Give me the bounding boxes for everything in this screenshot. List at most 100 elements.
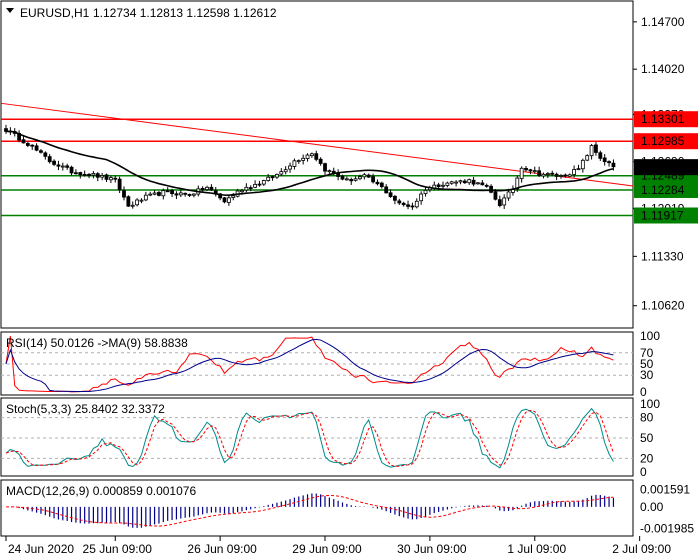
candle-body (358, 176, 362, 180)
candle-body (585, 155, 590, 161)
candle-body (497, 199, 502, 207)
candle-body (480, 182, 485, 186)
x-tick-label: 30 Jun 09:00 (397, 542, 467, 556)
x-tick-label: 25 Jun 09:00 (83, 542, 153, 556)
candle-body (244, 186, 249, 191)
candle-body (493, 191, 498, 200)
candle-body (231, 195, 236, 198)
candle-body (471, 179, 476, 185)
symbol-label: EURUSD,H1 (20, 6, 90, 20)
candle-body (104, 174, 109, 180)
candle-body (170, 190, 174, 195)
candle-body (580, 159, 585, 170)
stoch-panel-frame (0, 397, 634, 477)
candle-body (353, 178, 358, 181)
candle-body (506, 191, 511, 199)
candle-body (226, 197, 231, 203)
candle-body (78, 172, 83, 176)
moving-average-line (5, 130, 614, 196)
candle-body (108, 177, 113, 181)
candle-body (318, 158, 323, 164)
macd-panel-frame (0, 479, 634, 537)
stoch-tick-label: 50 (640, 431, 654, 445)
candle-body (52, 160, 56, 165)
x-tick-label: 26 Jun 09:00 (187, 542, 257, 556)
candle-body (113, 177, 118, 180)
candle-body (275, 174, 279, 178)
candle-body (157, 192, 161, 196)
x-tick-label: 2 Jul 09:00 (612, 542, 671, 556)
macd-tick-label: 0.00 (640, 500, 664, 514)
candle-body (305, 154, 310, 159)
candle-body (183, 192, 188, 195)
macd-tick-label: -0.001985 (640, 521, 694, 535)
candle-body (100, 175, 105, 178)
candle-body (323, 163, 327, 172)
stoch-tick-label: 0 (640, 465, 647, 479)
candle-body (148, 193, 153, 196)
stoch-label: Stoch(5,3,3) 25.8402 32.3372 (6, 402, 165, 416)
candle-body (384, 186, 389, 194)
candle-body (327, 170, 332, 173)
candle-body (589, 145, 594, 157)
candle-body (279, 171, 284, 175)
candle-body (502, 197, 507, 206)
candle-body (152, 192, 157, 195)
candle-body (489, 185, 493, 193)
candle-body (130, 204, 135, 207)
candle-body (69, 166, 74, 174)
collapse-triangle-icon[interactable] (6, 8, 14, 13)
candle-body (545, 173, 550, 175)
candle-body (611, 162, 616, 168)
candle-body (344, 178, 349, 181)
x-tick-label: 29 Jun 09:00 (292, 542, 362, 556)
candle-body (126, 196, 131, 207)
candle-body (174, 193, 179, 196)
candle-body (379, 182, 384, 188)
trendline (0, 102, 634, 187)
level-badge-3 (634, 181, 698, 198)
candle-body (65, 165, 70, 168)
stoch-k-line (5, 407, 614, 469)
y-tick-label: 1.11330 (641, 249, 684, 263)
candle-body (559, 175, 563, 177)
macd-tick-label: 0.001591 (640, 483, 690, 497)
level-badge-label-3: 1.12284 (641, 183, 685, 197)
candle-body (178, 192, 183, 196)
candle-body (406, 204, 410, 207)
y-tick-label: 1.14700 (641, 15, 685, 29)
candle-body (524, 168, 528, 171)
rsi-tick-label: 30 (640, 368, 654, 382)
candle-body (414, 200, 419, 208)
candle-body (240, 190, 244, 193)
candle-body (82, 173, 87, 176)
candle-body (117, 178, 122, 191)
candle-body (484, 184, 489, 187)
candle-body (122, 190, 126, 198)
candle-body (528, 169, 533, 172)
candle-body (458, 180, 463, 183)
candle-body (362, 174, 367, 178)
candle-body (366, 174, 371, 178)
ohlc-label: 1.12734 1.12813 1.12598 1.12612 (93, 6, 277, 20)
candle-body (87, 173, 91, 177)
candle-body (371, 176, 375, 183)
candle-body (60, 165, 65, 168)
rsi-tick-label: 50 (640, 357, 654, 371)
candle-body (419, 193, 424, 202)
level-badge-1 (634, 133, 698, 150)
rsi-tick-label: 70 (640, 346, 654, 360)
candle-body (309, 153, 314, 157)
stoch-d-line (5, 409, 614, 467)
candle-body (476, 182, 480, 185)
candle-body (222, 197, 227, 203)
candle-body (261, 180, 266, 185)
candle-body (200, 188, 205, 191)
candle-body (388, 192, 393, 198)
x-tick-label: 1 Jul 09:00 (507, 542, 566, 556)
candle-body (39, 150, 43, 153)
stoch-tick-label: 80 (640, 411, 654, 425)
candle-body (95, 173, 100, 178)
candle-body (205, 186, 209, 190)
